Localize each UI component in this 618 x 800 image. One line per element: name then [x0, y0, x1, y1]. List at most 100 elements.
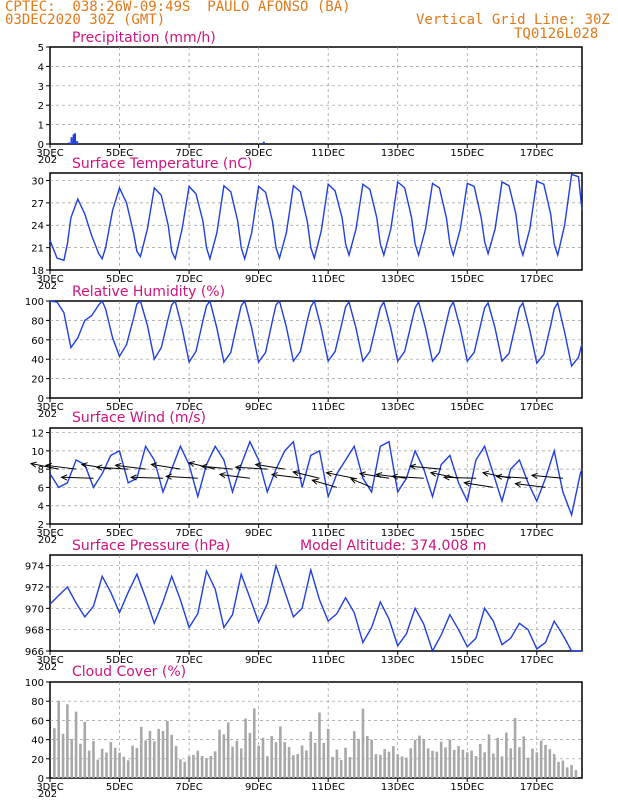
cloud-bar: [270, 736, 273, 778]
cloud-bar: [465, 752, 469, 778]
cloud-bar: [61, 733, 65, 778]
wind-arrow: [350, 478, 372, 488]
cloud-bar: [139, 726, 143, 778]
precip-xtick-label: 15DEC: [450, 148, 484, 159]
wind-arrow: [531, 474, 563, 479]
cloud-title: Cloud Cover (%): [72, 664, 186, 680]
pressure-xtick-label: 11DEC: [311, 655, 345, 666]
cloud-bar: [418, 735, 421, 778]
cloud-ytick-label: 100: [25, 678, 44, 689]
cloud-bar: [544, 744, 547, 778]
wind-arrow: [219, 473, 250, 479]
header-datetime: 03DEC2020 30Z (GMT): [5, 12, 166, 28]
cloud-bar: [452, 749, 456, 778]
cloud-ytick-label: 60: [31, 716, 44, 727]
cloud-bar: [213, 751, 217, 778]
cloud-bar: [374, 754, 378, 778]
precip-ytick-label: 1: [38, 121, 44, 132]
wind-arrow-head: [514, 481, 522, 488]
wind-series-line: [49, 439, 583, 518]
wind-xtick-label: 13DEC: [381, 528, 415, 539]
humidity-ytick-label: 40: [31, 355, 44, 366]
cloud-bar: [396, 754, 400, 778]
humidity-series-line: [49, 299, 583, 368]
wind-arrow: [81, 463, 111, 470]
temp-xtick-label: 5DEC: [106, 274, 133, 285]
cloud-ytick-label: 80: [31, 697, 44, 708]
cloud-bar: [248, 732, 252, 778]
cloud-bar: [552, 754, 556, 778]
cloud-bar: [496, 737, 499, 778]
pressure-ytick-label: 968: [25, 626, 44, 637]
cloud-bar: [326, 728, 330, 778]
cloud-bar: [74, 711, 78, 778]
wind-arrow-head: [409, 463, 417, 470]
cloud-bar: [226, 722, 230, 778]
pressure-title: Surface Pressure (hPa): [72, 538, 230, 554]
cloud-bar: [483, 752, 486, 778]
cloud-bar: [274, 742, 278, 778]
humidity-frame: [49, 300, 583, 399]
temp-ytick-label: 30: [31, 176, 44, 187]
cloud-xtick-label: 9DEC: [245, 782, 272, 793]
cloud-bar: [261, 737, 265, 778]
cloud-bar: [109, 741, 113, 778]
cloud-bar: [313, 742, 317, 778]
cloud-bar: [252, 708, 256, 778]
pressure-xtick-label: 17DEC: [520, 655, 554, 666]
wind-arrow: [496, 475, 529, 479]
cloud-bar: [118, 752, 121, 778]
humidity-year-stub: 202: [38, 409, 57, 420]
cloud-bar: [53, 728, 56, 778]
wind-arrow: [201, 465, 233, 470]
wind-arrow-head: [270, 472, 278, 479]
cloud-bar: [87, 750, 91, 778]
pressure-xtick-label: 13DEC: [381, 655, 415, 666]
temp-title: Surface Temperature (nC): [72, 156, 253, 172]
cloud-bar: [96, 759, 100, 778]
wind-title: Surface Wind (m/s): [72, 410, 206, 426]
precip-ytick-label: 2: [38, 101, 44, 112]
wind-arrow: [151, 463, 181, 470]
cloud-ytick-label: 40: [31, 736, 44, 747]
cloud-bar: [548, 749, 552, 778]
cloud-bar: [574, 770, 578, 778]
precip-bar: [243, 143, 246, 144]
cloud-bar: [478, 743, 482, 778]
wind-arrow-head: [200, 463, 208, 470]
wind-arrow: [30, 463, 59, 470]
cloud-bar: [105, 752, 108, 778]
wind-arrow-head: [150, 462, 158, 469]
cloud-bar: [509, 748, 513, 778]
precip-title: Precipitation (mm/h): [72, 30, 216, 46]
wind-ytick-label: 12: [31, 429, 44, 440]
cloud-bar: [205, 758, 208, 778]
cloud-bar: [192, 754, 195, 778]
temp-ytick-label: 27: [31, 199, 44, 210]
cloud-bar: [100, 748, 104, 778]
cloud-bar: [148, 730, 152, 778]
wind-arrow-head: [442, 474, 450, 481]
precip-bar: [224, 143, 227, 144]
cloud-bar: [409, 748, 413, 778]
cloud-bar: [470, 750, 473, 778]
wind-xtick-label: 15DEC: [450, 528, 484, 539]
wind-xtick-label: 11DEC: [311, 528, 345, 539]
precip-bar: [381, 143, 384, 144]
cloud-bar: [557, 761, 560, 778]
humidity-xtick-label: 3DEC: [36, 402, 63, 413]
cloud-bar: [244, 718, 247, 778]
cloud-bar: [531, 748, 534, 778]
wind-arrow-head: [391, 473, 399, 480]
wind-year-stub: 202: [38, 535, 57, 546]
wind-arrow-head: [165, 473, 173, 480]
wind-arrow-head: [60, 474, 68, 481]
temp-series-line: [49, 173, 583, 262]
wind-xtick-label: 17DEC: [520, 528, 554, 539]
humidity-xtick-label: 15DEC: [450, 402, 484, 413]
cloud-bar: [518, 747, 521, 778]
cloud-bar: [439, 741, 443, 778]
cloud-bar: [231, 746, 234, 778]
temp-xtick-label: 17DEC: [520, 274, 554, 285]
wind-arrow: [392, 475, 424, 479]
